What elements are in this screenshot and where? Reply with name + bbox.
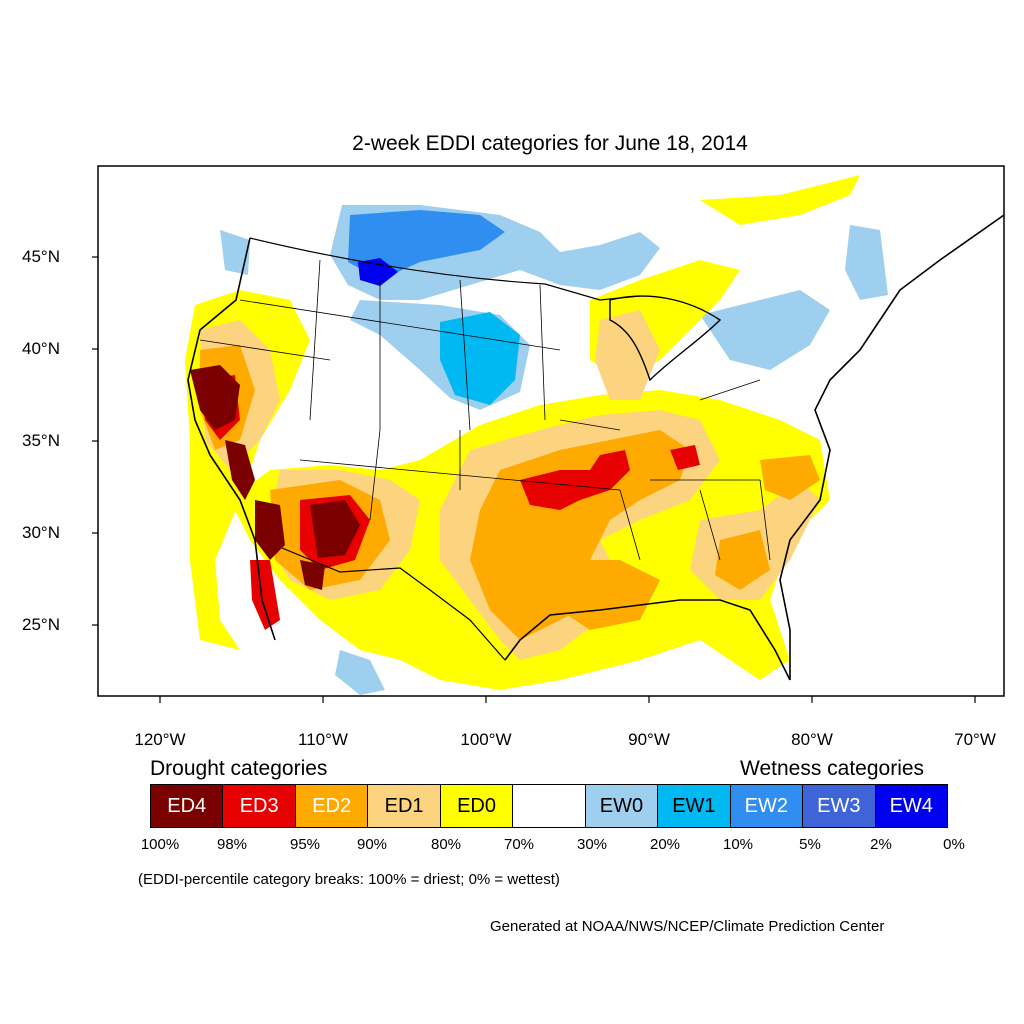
pct-break-100: 100% xyxy=(140,836,180,853)
dry-region-ed4-california-north xyxy=(190,365,240,430)
legend-box-ew1: EW1 xyxy=(658,785,731,827)
dry-region-ed2-carolinas xyxy=(760,455,820,500)
lon-label-80w: 80°W xyxy=(791,730,833,749)
pct-break-20: 20% xyxy=(649,836,681,853)
legend-box-ed4: ED4 xyxy=(151,785,224,827)
pct-break-98: 98% xyxy=(216,836,248,853)
dry-region-ed2-gulf xyxy=(560,560,660,630)
lat-label-25n: 25°N xyxy=(22,615,60,634)
wet-region-great-lakes xyxy=(700,290,830,370)
legend-box-ew4: EW4 xyxy=(875,785,947,827)
state-lines xyxy=(199,259,771,561)
pct-break-0: 0% xyxy=(943,836,965,853)
canada-border xyxy=(249,237,641,301)
dry-region-ed3-kentucky xyxy=(670,445,700,470)
dry-region-ed3-baja xyxy=(250,560,280,630)
dry-region-ed3-oklahoma xyxy=(520,450,630,510)
legend-box-ed1: ED1 xyxy=(368,785,441,827)
lat-label-40n: 40°N xyxy=(22,339,60,358)
map-title: 2-week EDDI categories for June 18, 2014 xyxy=(352,132,748,155)
dry-region-ed4-baja xyxy=(255,500,285,560)
dry-region-ed0-northeast xyxy=(700,175,860,225)
pct-break-5: 5% xyxy=(799,836,821,853)
dry-region-ed2-georgia xyxy=(715,530,770,590)
dry-region-ed4-sonora xyxy=(300,560,325,590)
legend-box-ed0: ED0 xyxy=(440,785,514,827)
dry-region-ed4-arizona xyxy=(310,500,360,558)
lon-label-70w: 70°W xyxy=(954,730,996,749)
gulf-coast xyxy=(504,599,791,681)
pct-break-80: 80% xyxy=(430,836,462,853)
wet-region-maine xyxy=(845,225,888,300)
wetness-categories-heading: Wetness categories xyxy=(740,757,925,780)
lon-label-110w: 110°W xyxy=(298,730,348,749)
west-coast xyxy=(187,237,276,641)
legend-box-ed2: ED2 xyxy=(295,785,369,827)
great-lakes xyxy=(609,295,722,382)
breaks-note: (EDDI-percentile category breaks: 100% =… xyxy=(138,871,560,888)
legend-box-neutral xyxy=(513,785,586,827)
lon-label-90w: 90°W xyxy=(628,730,670,749)
category-shading xyxy=(185,175,888,695)
east-coast xyxy=(779,214,1004,680)
pct-break-10: 10% xyxy=(722,836,754,853)
map-frame xyxy=(97,165,1005,697)
lat-label-30n: 30°N xyxy=(22,523,60,542)
dry-region-ed1-michigan xyxy=(595,310,660,400)
lon-label-120w: 120°W xyxy=(134,730,186,749)
pct-break-90: 90% xyxy=(356,836,388,853)
legend-box-ew2: EW2 xyxy=(730,785,804,827)
wet-region-montana xyxy=(348,210,505,280)
wet-region-mexico xyxy=(335,650,385,695)
wet-region-montana-core xyxy=(358,258,398,286)
lon-label-100w: 100°W xyxy=(460,730,512,749)
drought-categories-heading: Drought categories xyxy=(150,757,328,780)
pct-break-2: 2% xyxy=(870,836,892,853)
axis-ticks xyxy=(92,256,976,703)
pct-break-95: 95% xyxy=(289,836,321,853)
credit-line: Generated at NOAA/NWS/NCEP/Climate Predi… xyxy=(490,918,885,935)
boundaries xyxy=(187,214,1004,681)
pct-break-70: 70% xyxy=(503,836,535,853)
lat-label-35n: 35°N xyxy=(22,431,60,450)
category-legend: ED4 ED3 ED2 ED1 ED0 EW0 EW1 EW2 EW3 EW4 xyxy=(150,784,948,828)
wet-region-nebraska xyxy=(440,312,520,405)
legend-box-ed3: ED3 xyxy=(223,785,296,827)
us-mexico-border xyxy=(281,547,506,661)
pct-break-30: 30% xyxy=(576,836,608,853)
dry-region-ed4-california-south xyxy=(225,440,255,500)
legend-box-ew3: EW3 xyxy=(803,785,876,827)
legend-box-ew0: EW0 xyxy=(585,785,659,827)
wet-region-west-coast xyxy=(220,230,250,275)
lat-label-45n: 45°N xyxy=(22,247,60,266)
